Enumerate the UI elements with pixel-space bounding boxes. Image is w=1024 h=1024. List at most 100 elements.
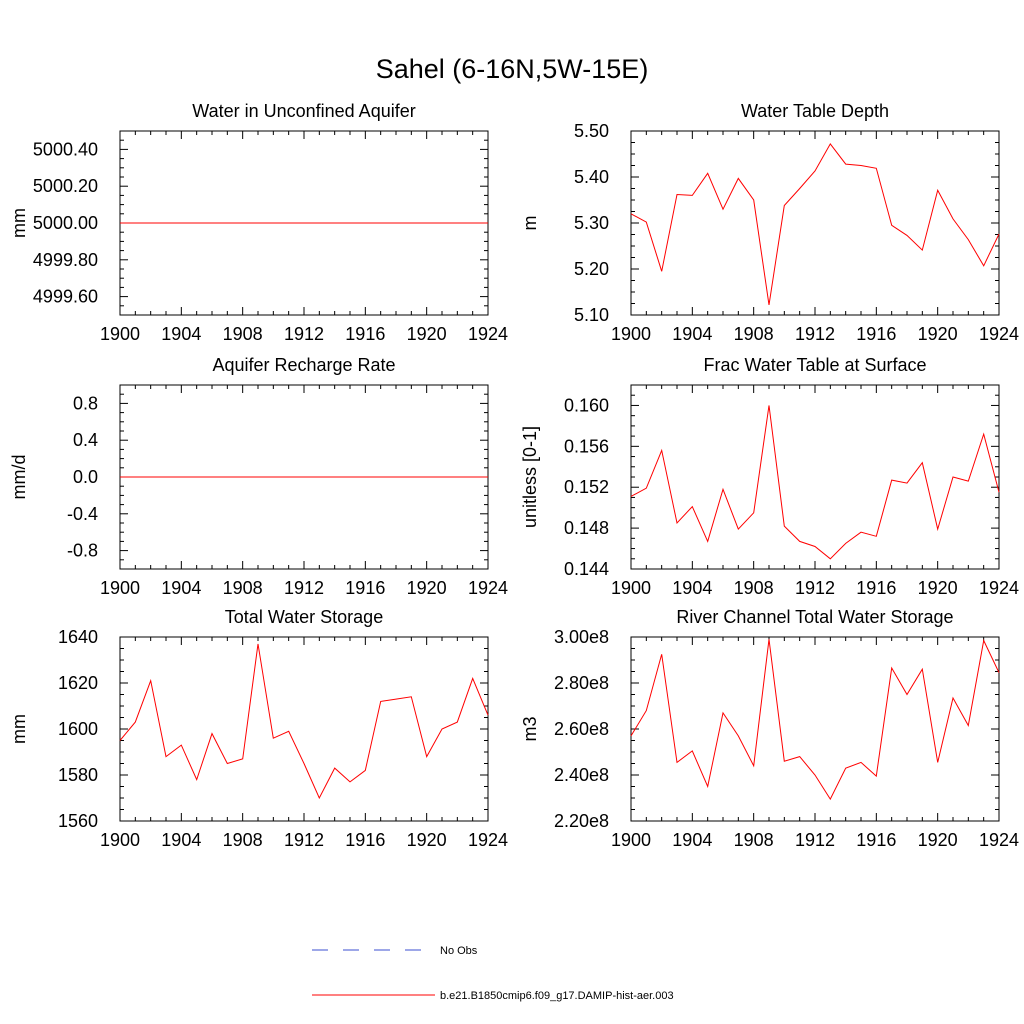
x-tick-label: 1908: [223, 830, 263, 850]
x-tick-label: 1920: [407, 830, 447, 850]
y-tick-label: 0.148: [564, 518, 609, 538]
y-tick-label: 5000.40: [33, 139, 98, 159]
x-tick-label: 1920: [918, 830, 958, 850]
x-tick-label: 1900: [100, 324, 140, 344]
y-tick-label: 4999.80: [33, 250, 98, 270]
y-axis-label: mm: [9, 714, 29, 744]
y-tick-label: -0.4: [67, 504, 98, 524]
y-tick-label: 5.10: [574, 305, 609, 325]
x-tick-label: 1924: [979, 324, 1019, 344]
x-tick-label: 1908: [223, 324, 263, 344]
x-tick-label: 1912: [284, 830, 324, 850]
x-tick-label: 1924: [468, 830, 508, 850]
y-tick-label: 5.20: [574, 259, 609, 279]
y-tick-label: 1560: [58, 811, 98, 831]
y-tick-label: 2.80e8: [554, 673, 609, 693]
plot-frame: [630, 384, 1000, 570]
chart-panel-3: Aquifer Recharge Rate mm/d 1900 1904 1908 191…: [9, 355, 508, 598]
x-tick-label: 1904: [161, 324, 201, 344]
x-tick-label: 1916: [856, 578, 896, 598]
x-tick-label: 1924: [468, 324, 508, 344]
y-tick-label: 5.50: [574, 121, 609, 141]
chart-title: Total Water Storage: [225, 607, 383, 627]
x-tick-label: 1924: [979, 830, 1019, 850]
x-tick-label: 1908: [734, 830, 774, 850]
x-tick-label: 1900: [100, 830, 140, 850]
x-tick-label: 1900: [611, 324, 651, 344]
y-tick-label: 0.4: [73, 430, 98, 450]
y-tick-label: 2.20e8: [554, 811, 609, 831]
x-tick-label: 1900: [611, 578, 651, 598]
y-tick-label: 0.152: [564, 477, 609, 497]
y-tick-label: 2.60e8: [554, 719, 609, 739]
y-tick-label: -0.8: [67, 541, 98, 561]
x-tick-label: 1904: [161, 578, 201, 598]
main-title: Sahel (6-16N,5W-15E): [375, 54, 649, 84]
y-tick-label: 1640: [58, 627, 98, 647]
y-tick-label: 0.160: [564, 395, 609, 415]
x-tick-label: 1920: [918, 578, 958, 598]
chart-panel-6: River Channel Total Water Storage m3 1900 1…: [520, 607, 1019, 850]
y-tick-label: 3.00e8: [554, 627, 609, 647]
x-tick-label: 1924: [979, 578, 1019, 598]
chart-title: Frac Water Table at Surface: [703, 355, 926, 375]
y-axis-label: mm/d: [9, 455, 29, 500]
y-tick-label: 0.8: [73, 393, 98, 413]
x-tick-label: 1916: [856, 324, 896, 344]
series-line-1: [630, 142, 1000, 305]
x-tick-label: 1908: [223, 578, 263, 598]
series-line-1: [630, 405, 1000, 560]
y-tick-label: 1600: [58, 719, 98, 739]
chart-title: Water Table Depth: [741, 101, 889, 121]
chart-title: Water in Unconfined Aquifer: [192, 101, 415, 121]
x-tick-label: 1900: [100, 578, 140, 598]
plot-frame: [630, 130, 1000, 316]
x-tick-label: 1904: [672, 324, 712, 344]
y-axis-label: m3: [520, 716, 540, 741]
y-tick-label: 0.0: [73, 467, 98, 487]
plot-frame: [119, 636, 489, 822]
x-tick-label: 1908: [734, 324, 774, 344]
x-tick-label: 1912: [795, 324, 835, 344]
x-tick-label: 1920: [407, 324, 447, 344]
series-line-1: [630, 638, 1000, 801]
y-tick-label: 0.144: [564, 559, 609, 579]
x-tick-label: 1916: [345, 578, 385, 598]
series-line-1: [119, 643, 489, 800]
x-tick-label: 1904: [672, 578, 712, 598]
chart-panel-2: Water Table Depth m 1900 1904 1908 1912 1916 19…: [520, 101, 1019, 344]
y-tick-label: 2.40e8: [554, 765, 609, 785]
y-axis-label: unitless [0-1]: [520, 426, 540, 528]
x-tick-label: 1908: [734, 578, 774, 598]
x-tick-label: 1900: [611, 830, 651, 850]
y-tick-label: 0.156: [564, 436, 609, 456]
chart-panel-4: Frac Water Table at Surface unitless [0-1…: [520, 355, 1019, 598]
x-tick-label: 1916: [345, 830, 385, 850]
x-tick-label: 1904: [672, 830, 712, 850]
x-tick-label: 1920: [918, 324, 958, 344]
y-axis-label: mm: [9, 208, 29, 238]
x-tick-label: 1920: [407, 578, 447, 598]
x-tick-label: 1912: [795, 578, 835, 598]
y-tick-label: 5000.20: [33, 176, 98, 196]
x-tick-label: 1924: [468, 578, 508, 598]
x-tick-label: 1916: [856, 830, 896, 850]
x-tick-label: 1912: [284, 578, 324, 598]
y-tick-label: 4999.60: [33, 287, 98, 307]
y-tick-label: 5000.00: [33, 213, 98, 233]
y-tick-label: 1580: [58, 765, 98, 785]
y-tick-label: 5.40: [574, 167, 609, 187]
y-axis-label: m: [520, 216, 540, 231]
x-tick-label: 1916: [345, 324, 385, 344]
chart-panel-1: Water in Unconfined Aquifer mm 1900 1904 190…: [9, 101, 508, 344]
x-tick-label: 1912: [795, 830, 835, 850]
x-tick-label: 1912: [284, 324, 324, 344]
chart-title: River Channel Total Water Storage: [676, 607, 953, 627]
y-tick-label: 1620: [58, 673, 98, 693]
chart-panel-5: Total Water Storage mm 1900 1904 1908 1912 191…: [9, 607, 508, 850]
x-tick-label: 1904: [161, 830, 201, 850]
y-tick-label: 5.30: [574, 213, 609, 233]
chart-title: Aquifer Recharge Rate: [212, 355, 395, 375]
plot-frame: [630, 636, 1000, 822]
